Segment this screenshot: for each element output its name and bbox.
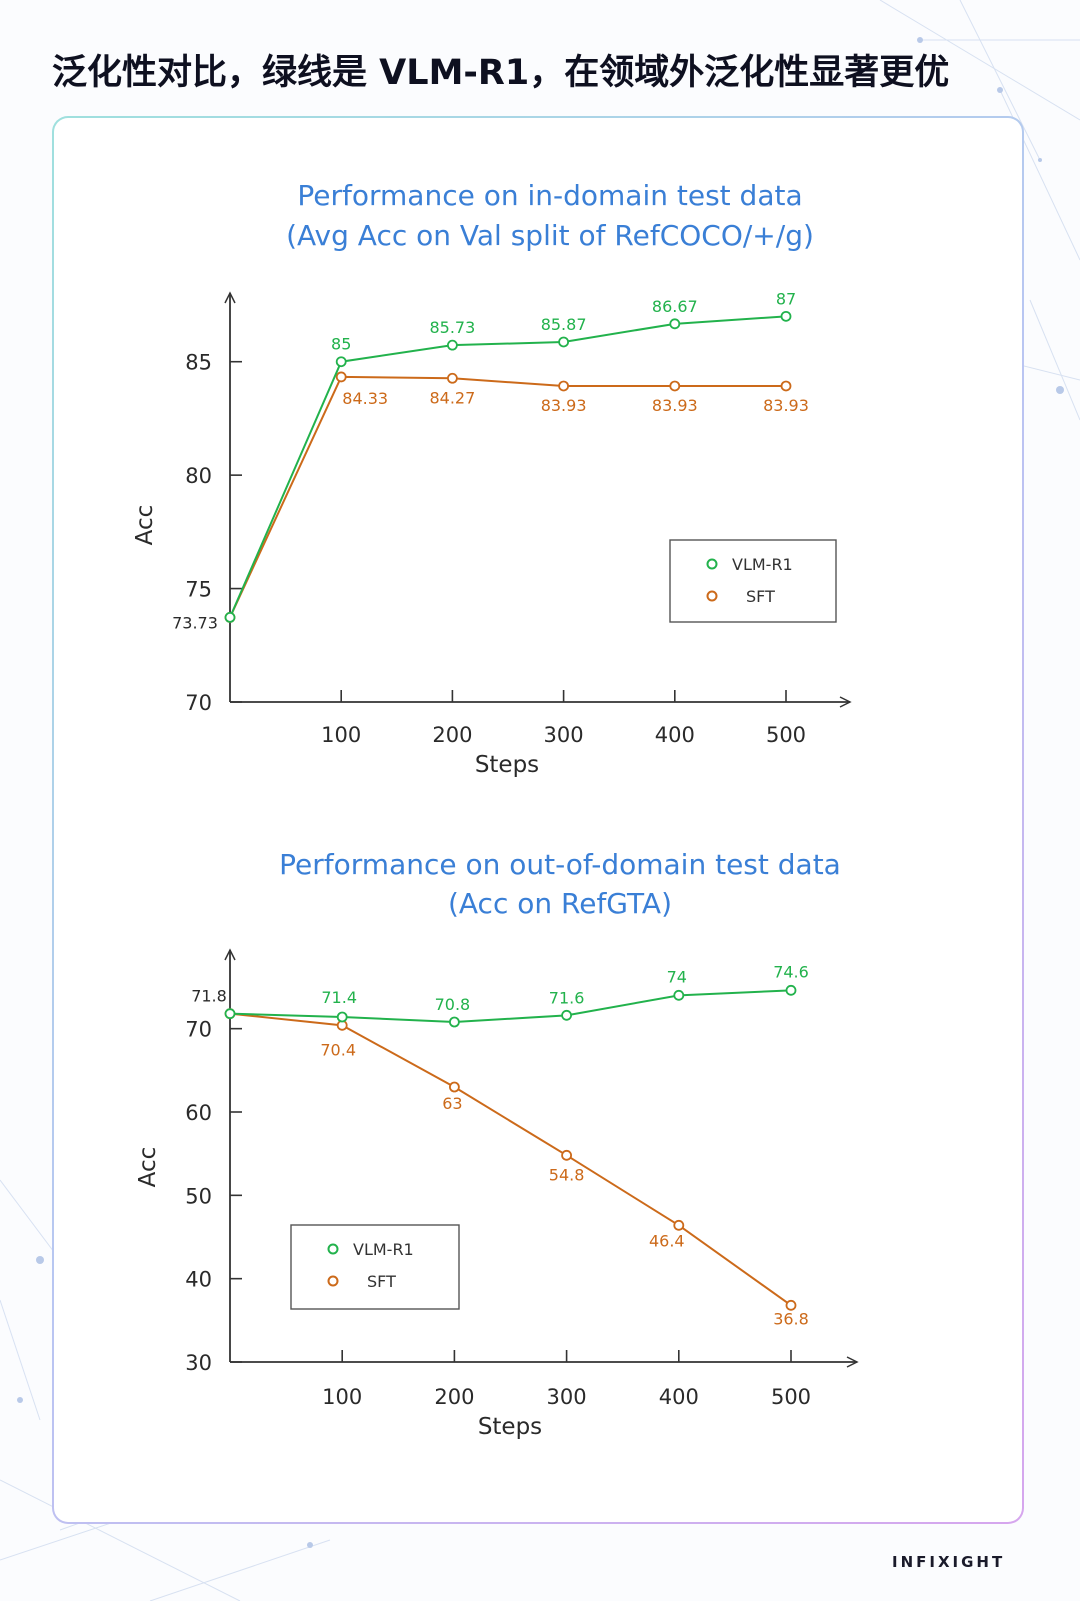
x-axis-label: Steps (475, 752, 539, 778)
y-tick-label: 70 (185, 1018, 212, 1042)
out-of-domain-chart: Performance on out-of-domain test data (A… (52, 822, 1024, 1462)
data-label-sft: 84.33 (342, 389, 388, 408)
data-point-vlm-r1 (558, 336, 570, 348)
x-tick-label: 400 (655, 723, 695, 747)
data-label-vlm-r1: 71.6 (549, 988, 585, 1007)
x-tick-label: 200 (434, 1385, 474, 1409)
series-line-sft (229, 1012, 792, 1307)
legend-label-vlm-r1: VLM-R1 (732, 555, 793, 574)
y-axis-label: Acc (135, 1147, 161, 1188)
y-tick-label: 70 (185, 691, 212, 715)
data-point-sft (780, 380, 792, 392)
data-point-sft (785, 1299, 797, 1311)
data-point-sft (558, 380, 570, 392)
data-point-vlm-r1 (669, 318, 681, 330)
data-point-sft (335, 371, 347, 383)
legend-label-sft: SFT (367, 1272, 396, 1291)
brand-logo: INFIXIGHT (892, 1553, 1006, 1571)
data-point-sft (561, 1149, 572, 1161)
data-label-sft: 46.4 (649, 1231, 685, 1250)
series-line-vlm-r1 (229, 989, 792, 1024)
in-domain-chart: Performance on in-domain test data (Avg A… (52, 150, 1024, 810)
data-label-vlm-r1: 74.6 (773, 962, 809, 981)
data-label-sft: 63 (442, 1094, 462, 1113)
data-label-vlm-r1: 70.8 (435, 995, 471, 1014)
data-label-vlm-r1: 85.73 (429, 318, 475, 337)
series-line-sft (229, 375, 786, 618)
y-tick-label: 50 (185, 1184, 212, 1208)
legend-box (669, 539, 837, 623)
x-tick-label: 500 (771, 1385, 811, 1409)
data-label-vlm-r1: 87 (776, 289, 796, 308)
legend-marker-vlm-r1 (706, 558, 718, 570)
data-point-sft (673, 1219, 685, 1231)
x-tick-label: 500 (766, 723, 806, 747)
series-line-vlm-r1 (229, 315, 787, 618)
data-point-vlm-r1 (785, 984, 797, 996)
data-label-sft: 83.93 (763, 396, 809, 415)
x-tick-label: 100 (322, 1385, 362, 1409)
legend-marker-sft (327, 1275, 339, 1287)
data-label-sft: 84.27 (429, 388, 475, 407)
x-tick-label: 100 (321, 723, 361, 747)
data-label-vlm-r1: 85 (331, 335, 351, 354)
x-tick-label: 300 (547, 1385, 587, 1409)
data-point-vlm-r1 (336, 1011, 348, 1023)
data-point-vlm-r1 (224, 1008, 236, 1020)
data-point-sft (448, 1081, 460, 1093)
data-point-vlm-r1 (335, 356, 347, 368)
y-axis-arrow (224, 291, 236, 304)
data-label-sft: 83.93 (652, 396, 698, 415)
x-axis-arrow (839, 696, 852, 708)
y-tick-label: 30 (185, 1351, 212, 1375)
start-value-label: 71.8 (191, 987, 227, 1006)
data-point-vlm-r1 (673, 989, 685, 1001)
chart-title-line-1: Performance on out-of-domain test data (279, 848, 841, 881)
x-axis-arrow (846, 1356, 859, 1368)
y-tick-label: 80 (185, 464, 212, 488)
data-point-vlm-r1 (448, 1016, 460, 1028)
data-label-sft: 54.8 (549, 1165, 585, 1184)
x-tick-label: 300 (544, 723, 584, 747)
data-label-sft: 83.93 (541, 396, 587, 415)
page-title: 泛化性对比，绿线是 VLM-R1，在领域外泛化性显著更优 (52, 53, 950, 93)
data-point-vlm-r1 (446, 339, 458, 351)
data-label-vlm-r1: 86.67 (652, 297, 698, 316)
y-tick-label: 60 (185, 1101, 212, 1125)
start-value-label: 73.73 (172, 613, 218, 632)
data-label-sft: 36.8 (773, 1309, 809, 1328)
data-point-sft (446, 372, 458, 384)
data-label-vlm-r1: 74 (667, 967, 687, 986)
data-point-vlm-r1 (224, 611, 236, 623)
y-axis-label: Acc (132, 505, 158, 546)
legend-label-sft: SFT (746, 587, 775, 606)
y-tick-label: 75 (185, 578, 212, 602)
chart-title-line-2: (Avg Acc on Val split of RefCOCO/+/g) (286, 219, 814, 252)
y-tick-label: 85 (185, 351, 212, 375)
x-tick-label: 200 (432, 723, 472, 747)
y-axis-arrow (224, 948, 236, 961)
chart-title-line-1: Performance on in-domain test data (297, 179, 802, 212)
chart-title-line-2: (Acc on RefGTA) (448, 887, 672, 920)
legend-marker-vlm-r1 (327, 1243, 339, 1255)
legend-label-vlm-r1: VLM-R1 (353, 1240, 414, 1259)
x-tick-label: 400 (659, 1385, 699, 1409)
data-label-vlm-r1: 71.4 (321, 988, 357, 1007)
chart-card (52, 116, 1024, 1524)
legend-marker-sft (706, 590, 718, 602)
data-point-sft (669, 380, 681, 392)
data-label-vlm-r1: 85.87 (541, 315, 587, 334)
legend-box (290, 1224, 460, 1310)
x-axis-label: Steps (478, 1414, 542, 1440)
data-point-vlm-r1 (561, 1009, 572, 1021)
data-label-sft: 70.4 (320, 1040, 356, 1059)
y-tick-label: 40 (185, 1268, 212, 1292)
data-point-vlm-r1 (780, 310, 792, 322)
